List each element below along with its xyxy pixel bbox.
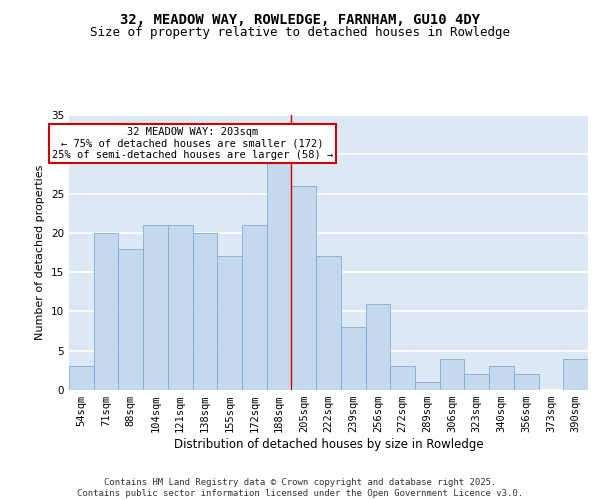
Bar (489, 366, 514, 390)
Bar (365, 304, 390, 390)
Y-axis label: Number of detached properties: Number of detached properties (35, 165, 46, 340)
Bar (563, 358, 588, 390)
Bar (168, 225, 193, 390)
Text: Size of property relative to detached houses in Rowledge: Size of property relative to detached ho… (90, 26, 510, 39)
Bar (316, 256, 341, 390)
Bar (440, 358, 464, 390)
Bar (341, 327, 365, 390)
Text: Contains HM Land Registry data © Crown copyright and database right 2025.
Contai: Contains HM Land Registry data © Crown c… (77, 478, 523, 498)
Bar (193, 233, 217, 390)
Bar (143, 225, 168, 390)
Bar (217, 256, 242, 390)
Bar (69, 366, 94, 390)
Bar (267, 162, 292, 390)
Bar (118, 248, 143, 390)
Text: 32, MEADOW WAY, ROWLEDGE, FARNHAM, GU10 4DY: 32, MEADOW WAY, ROWLEDGE, FARNHAM, GU10 … (120, 12, 480, 26)
Bar (415, 382, 440, 390)
Bar (390, 366, 415, 390)
Bar (292, 186, 316, 390)
Text: 32 MEADOW WAY: 203sqm
← 75% of detached houses are smaller (172)
25% of semi-det: 32 MEADOW WAY: 203sqm ← 75% of detached … (52, 127, 333, 160)
Bar (242, 225, 267, 390)
Bar (464, 374, 489, 390)
X-axis label: Distribution of detached houses by size in Rowledge: Distribution of detached houses by size … (173, 438, 484, 451)
Bar (514, 374, 539, 390)
Bar (94, 233, 118, 390)
